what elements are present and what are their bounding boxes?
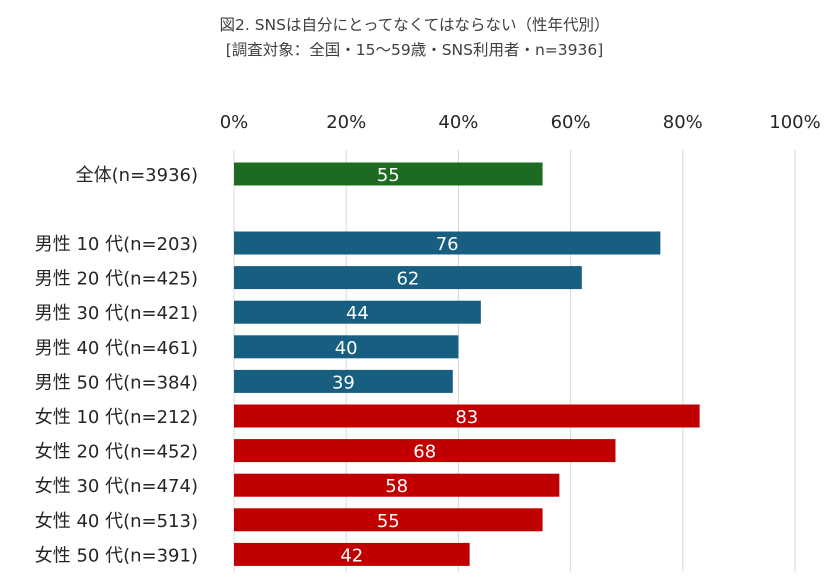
- x-tick-label: 0%: [220, 112, 249, 133]
- x-tick-label: 60%: [551, 112, 591, 133]
- chart-subtitle: [調査対象：全国・15～59歳・SNS利用者・n=3936]: [225, 41, 604, 59]
- data-label: 55: [377, 511, 400, 532]
- data-label: 39: [332, 372, 355, 393]
- data-label: 68: [413, 442, 436, 463]
- data-label: 44: [346, 303, 369, 324]
- category-label: 女性 10 代(n=212): [35, 407, 198, 428]
- bar-female: [234, 473, 560, 497]
- bar-male: [234, 335, 459, 359]
- data-label: 58: [385, 476, 408, 497]
- category-label: 女性 50 代(n=391): [35, 545, 198, 566]
- category-label: 男性 10 代(n=203): [35, 234, 198, 255]
- bar-male: [234, 300, 481, 324]
- bar-total: [234, 162, 543, 186]
- category-label: 男性 30 代(n=421): [35, 303, 198, 324]
- category-label: 女性 30 代(n=474): [35, 476, 198, 497]
- bar-male: [234, 231, 661, 255]
- bar-male: [234, 369, 453, 393]
- data-label: 62: [396, 269, 419, 290]
- data-label: 76: [436, 234, 459, 255]
- bar-female: [234, 404, 700, 428]
- x-tick-label: 80%: [663, 112, 703, 133]
- category-label: 女性 20 代(n=452): [35, 442, 198, 463]
- data-label: 83: [455, 407, 478, 428]
- x-tick-label: 40%: [438, 112, 478, 133]
- bar-female: [234, 508, 543, 532]
- bar-female: [234, 542, 470, 566]
- bar-female: [234, 439, 616, 463]
- data-label: 42: [340, 545, 363, 566]
- category-label: 全体(n=3936): [76, 165, 198, 186]
- category-label: 女性 40 代(n=513): [35, 511, 198, 532]
- data-label: 40: [335, 338, 358, 359]
- data-label: 55: [377, 165, 400, 186]
- chart-title: 図2. SNSは自分にとってなくてはならない（性年代別）: [219, 16, 610, 34]
- bar-male: [234, 266, 582, 290]
- category-label: 男性 40 代(n=461): [35, 338, 198, 359]
- category-label: 男性 20 代(n=425): [35, 269, 198, 290]
- category-label: 男性 50 代(n=384): [35, 372, 198, 393]
- x-tick-label: 20%: [326, 112, 366, 133]
- x-tick-label: 100%: [769, 112, 820, 133]
